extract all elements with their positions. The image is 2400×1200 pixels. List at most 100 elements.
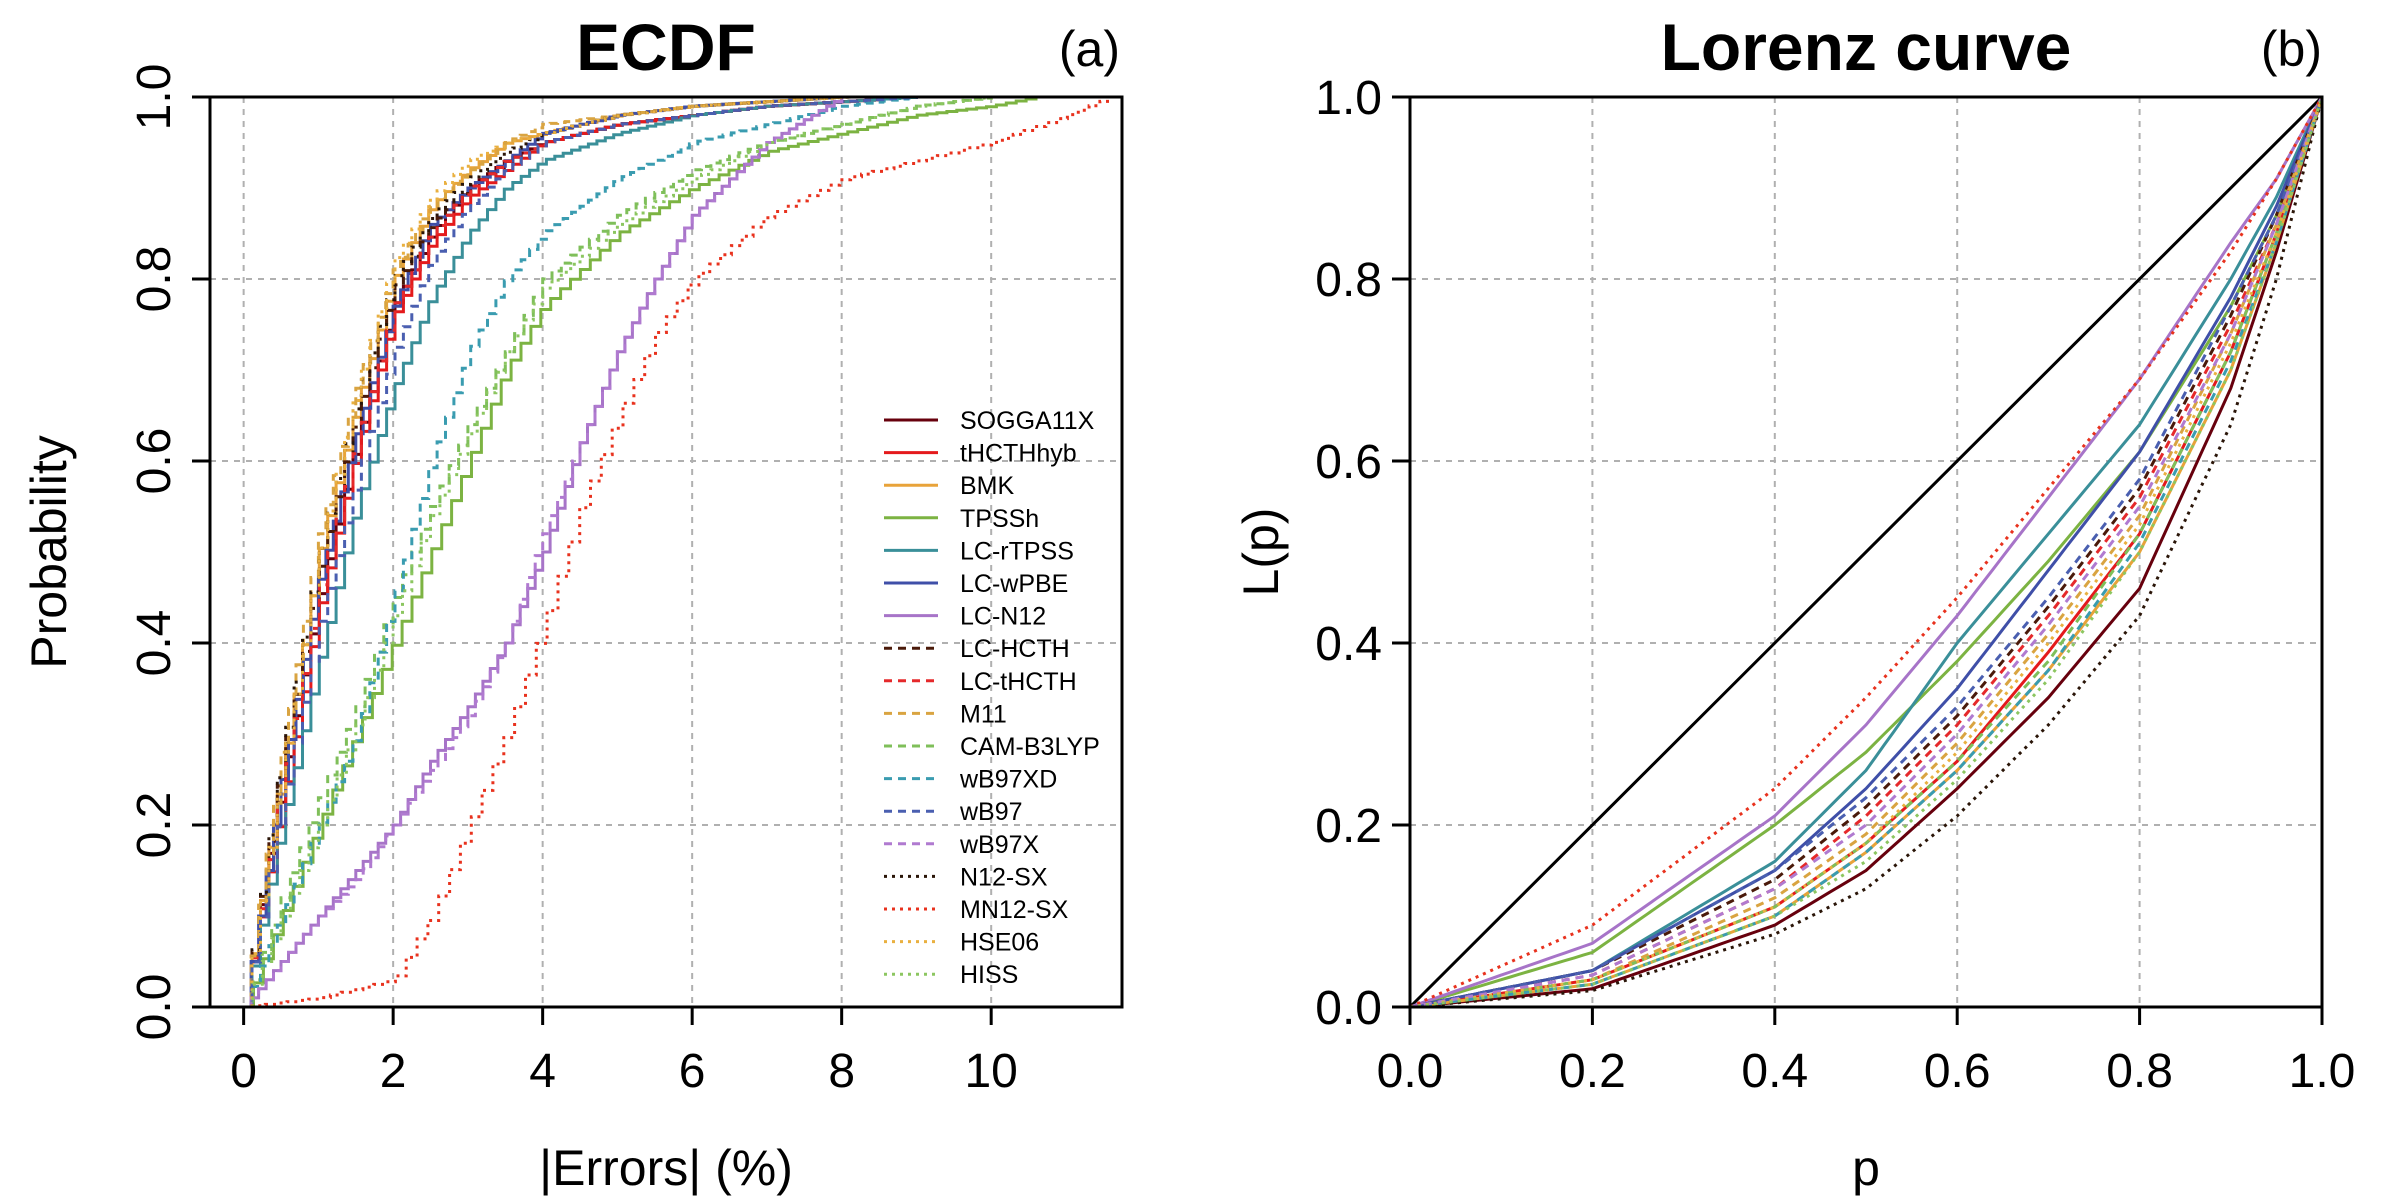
- legend-label: LC-tHCTH: [960, 668, 1077, 696]
- ecdf-y-tick-label: 1.0: [128, 64, 181, 131]
- lorenz-series-wb97xd: [1409, 96, 2324, 1009]
- ecdf-x-tick-label: 4: [529, 1045, 556, 1098]
- lorenz-equality-line: [1408, 95, 2324, 1009]
- ecdf-series-tpssh: [243, 95, 1122, 1009]
- legend-label: LC-rTPSS: [960, 537, 1074, 565]
- lorenz-y-tick-label: 0.8: [1315, 254, 1382, 307]
- lorenz-series-n12-sx: [1409, 96, 2324, 1009]
- ecdf-y-tick-label: 0.2: [128, 792, 181, 859]
- ecdf-x-axis-label: |Errors| (%): [539, 1140, 793, 1196]
- ecdf-y-tick-label: 0.0: [128, 974, 181, 1041]
- ecdf-series-m11: [243, 95, 1122, 1009]
- lorenz-plot-frame: [1408, 95, 2324, 1009]
- legend-entry-wb97x: wB97X: [884, 831, 1040, 859]
- legend-label: LC-N12: [960, 603, 1046, 631]
- lorenz-series-m11: [1409, 96, 2324, 1009]
- legend-label: HSE06: [960, 929, 1039, 957]
- legend-entry-lc-hcth: LC-HCTH: [884, 635, 1070, 663]
- ecdf-series-wb97: [243, 95, 1122, 1009]
- lorenz-x-tick-label: 0.8: [2106, 1045, 2173, 1098]
- legend-entry-tpssh: TPSSh: [884, 505, 1039, 533]
- lorenz-series-cam-b3lyp: [1409, 96, 2324, 1009]
- ecdf-plot-frame: [208, 95, 1124, 1009]
- ecdf-title: ECDF: [576, 10, 756, 84]
- legend-label: M11: [960, 700, 1007, 728]
- lorenz-x-tick-label: 0.2: [1559, 1045, 1626, 1098]
- lorenz-x-tick-label: 0.6: [1924, 1045, 1991, 1098]
- legend-label: CAM-B3LYP: [960, 733, 1100, 761]
- legend-label: LC-wPBE: [960, 570, 1068, 598]
- legend-label: wB97X: [959, 831, 1040, 859]
- ecdf-y-tick-label: 0.4: [128, 610, 181, 677]
- ecdf-series-mn12-sx: [243, 95, 1122, 1009]
- ecdf-series-hiss: [243, 95, 1122, 1009]
- legend-entry-lc-n12: LC-N12: [884, 603, 1046, 631]
- lorenz-x-tick-label: 0.0: [1377, 1045, 1444, 1098]
- lorenz-series-group: [1409, 96, 2324, 1009]
- lorenz-panel-tag: (b): [2261, 21, 2322, 77]
- legend-entry-hiss: HISS: [884, 961, 1018, 989]
- ecdf-panel-tag: (a): [1059, 21, 1120, 77]
- ecdf-y-tick-label: 0.8: [128, 246, 181, 313]
- legend-entry-wb97xd: wB97XD: [884, 766, 1057, 794]
- legend-entry-hse06: HSE06: [884, 929, 1039, 957]
- legend-entry-sogga11x: SOGGA11X: [884, 407, 1095, 435]
- legend-label: N12-SX: [960, 863, 1048, 891]
- legend-label: MN12-SX: [960, 896, 1069, 924]
- ecdf-x-tick-label: 10: [964, 1045, 1017, 1098]
- lorenz-series-hse06: [1409, 96, 2324, 1009]
- lorenz-series-hiss: [1409, 96, 2324, 1009]
- ecdf-ticks: 0 2 4 6 8 10 0.0 0.2 0.4 0.6 0.8 1.0: [128, 64, 1018, 1098]
- lorenz-panel: 0.0 0.2 0.4 0.6 0.8 1.0 0.0 0.2 0.4 0.6 0.8 1.0 Lor…: [1233, 10, 2355, 1196]
- legend-entry-lc-thcth: LC-tHCTH: [884, 668, 1077, 696]
- legend-entry-lc-wpbe: LC-wPBE: [884, 570, 1068, 598]
- legend-entry-wb97: wB97: [884, 798, 1023, 826]
- legend-entry-thcthhyb: tHCTHhyb: [884, 440, 1077, 468]
- lorenz-series-tpssh: [1409, 96, 2324, 1009]
- ecdf-x-tick-label: 6: [679, 1045, 706, 1098]
- ecdf-series-group: [243, 95, 1122, 1009]
- lorenz-title: Lorenz curve: [1661, 10, 2072, 84]
- ecdf-y-tick-label: 0.6: [128, 428, 181, 495]
- lorenz-series-lc-n12: [1409, 96, 2324, 1009]
- legend-label: wB97: [959, 798, 1023, 826]
- ecdf-series-hse06: [243, 95, 1122, 1009]
- ecdf-panel: 0 2 4 6 8 10 0.0 0.2 0.4 0.6 0.8 1.0 ECDF (a) |Erro…: [21, 10, 1124, 1196]
- lorenz-y-tick-label: 0.4: [1315, 618, 1382, 671]
- legend-entry-m11: M11: [884, 700, 1007, 728]
- legend-label: HISS: [960, 961, 1018, 989]
- legend-entry-cam-b3lyp: CAM-B3LYP: [884, 733, 1100, 761]
- legend-entry-bmk: BMK: [884, 472, 1015, 500]
- legend-label: BMK: [960, 472, 1015, 500]
- ecdf-x-tick-label: 0: [230, 1045, 257, 1098]
- lorenz-x-axis-label: p: [1852, 1140, 1880, 1196]
- lorenz-series-sogga11x: [1409, 96, 2324, 1009]
- ecdf-x-tick-label: 8: [828, 1045, 855, 1098]
- lorenz-y-tick-label: 0.2: [1315, 800, 1382, 853]
- legend-label: TPSSh: [960, 505, 1039, 533]
- legend-entry-lc-rtpss: LC-rTPSS: [884, 537, 1074, 565]
- ecdf-y-axis-label: Probability: [21, 435, 77, 668]
- ecdf-series-cam-b3lyp: [243, 95, 1122, 1009]
- ecdf-series-wb97xd: [243, 95, 1122, 1009]
- legend-label: wB97XD: [959, 766, 1057, 794]
- legend-entry-mn12-sx: MN12-SX: [884, 896, 1069, 924]
- lorenz-y-axis-label: L(p): [1233, 508, 1289, 597]
- legend-label: tHCTHhyb: [960, 440, 1077, 468]
- legend-entry-n12-sx: N12-SX: [884, 863, 1048, 891]
- lorenz-y-tick-label: 0.0: [1315, 982, 1382, 1035]
- ecdf-legend: SOGGA11X tHCTHhyb BMK TPSSh LC-rTPSS LC-wPBE L…: [884, 407, 1100, 989]
- legend-label: SOGGA11X: [960, 407, 1095, 435]
- legend-label: LC-HCTH: [960, 635, 1070, 663]
- lorenz-series-wb97: [1409, 96, 2324, 1009]
- lorenz-y-tick-label: 1.0: [1315, 72, 1382, 125]
- lorenz-x-tick-label: 1.0: [2289, 1045, 2356, 1098]
- lorenz-y-tick-label: 0.6: [1315, 436, 1382, 489]
- ecdf-series-lc-rtpss: [243, 95, 1122, 1009]
- ecdf-x-tick-label: 2: [380, 1045, 407, 1098]
- lorenz-series-wb97x: [1409, 96, 2324, 1009]
- lorenz-ticks: 0.0 0.2 0.4 0.6 0.8 1.0 0.0 0.2 0.4 0.6 0.8 1.0: [1315, 72, 2355, 1098]
- lorenz-x-tick-label: 0.4: [1741, 1045, 1808, 1098]
- ecdf-series-wb97x: [243, 95, 1122, 1009]
